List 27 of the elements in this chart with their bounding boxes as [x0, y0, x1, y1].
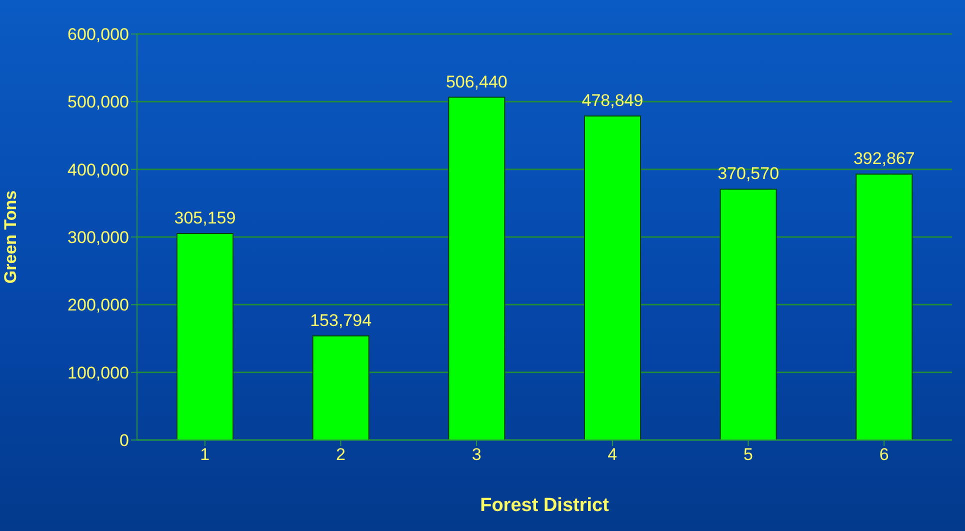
- bar: [720, 188, 777, 440]
- x-tick-label: 3: [472, 445, 482, 464]
- data-label: 392,867: [853, 149, 915, 168]
- x-tick-label: 2: [336, 445, 346, 464]
- data-label: 305,159: [174, 208, 236, 228]
- x-axis-title: Forest District: [480, 495, 610, 516]
- y-tick-label: 200,000: [68, 296, 129, 315]
- bar: [448, 96, 506, 440]
- y-tick-label: 500,000: [68, 92, 129, 112]
- bar: [584, 115, 641, 440]
- bar: [312, 335, 370, 440]
- bar: [856, 174, 913, 440]
- y-tick-label: 0: [120, 431, 129, 450]
- x-tick-label: 6: [879, 445, 889, 464]
- y-axis-title: Green Tons: [1, 190, 20, 284]
- y-tick-label: 600,000: [68, 25, 129, 44]
- data-label: 370,570: [718, 164, 780, 184]
- data-label: 153,794: [310, 310, 372, 330]
- data-label: 478,849: [582, 90, 644, 110]
- x-tick-label: 4: [608, 445, 618, 464]
- y-tick-label: 300,000: [68, 228, 129, 248]
- x-tick-label: 1: [200, 445, 210, 464]
- x-tick-label: 5: [744, 445, 753, 464]
- y-tick-label: 400,000: [68, 160, 129, 180]
- y-tick-label: 100,000: [68, 363, 129, 382]
- data-label: 506,440: [446, 72, 508, 92]
- bar: [176, 233, 234, 440]
